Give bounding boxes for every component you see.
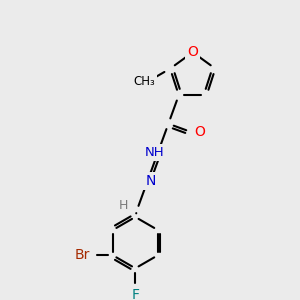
- Text: F: F: [131, 288, 139, 300]
- Text: N: N: [145, 174, 156, 188]
- Text: Br: Br: [75, 248, 90, 262]
- Text: NH: NH: [144, 146, 164, 159]
- Text: CH₃: CH₃: [134, 75, 155, 88]
- Text: O: O: [194, 125, 205, 139]
- Text: H: H: [119, 199, 129, 212]
- Text: O: O: [187, 45, 198, 59]
